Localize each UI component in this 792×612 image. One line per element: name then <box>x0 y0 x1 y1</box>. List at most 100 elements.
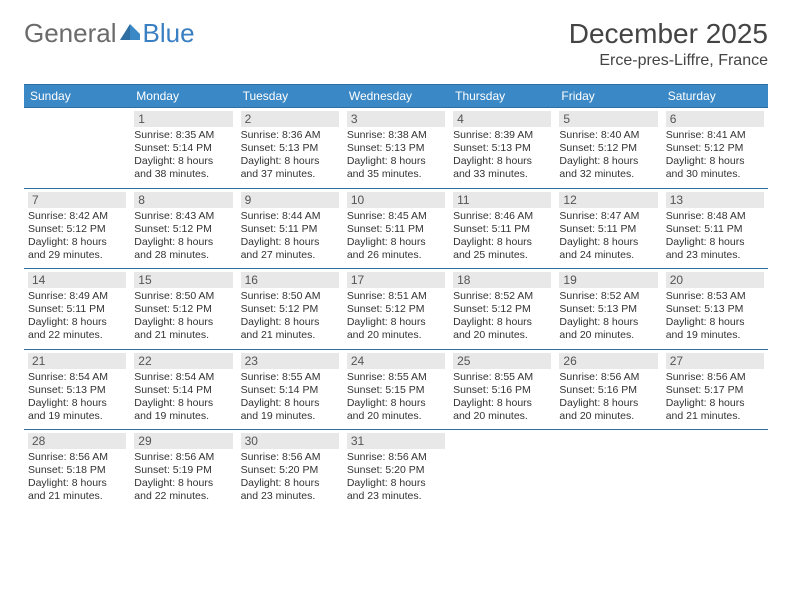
daylight-line: Daylight: 8 hours and 21 minutes. <box>28 477 126 503</box>
sunrise-line: Sunrise: 8:40 AM <box>559 129 657 142</box>
calendar-day-cell: 8 Sunrise: 8:43 AMSunset: 5:12 PMDaylight… <box>130 188 236 269</box>
sunset-line: Sunset: 5:16 PM <box>559 384 657 397</box>
brand-logo: General Blue <box>24 18 195 49</box>
calendar-day-cell: 12Sunrise: 8:47 AMSunset: 5:11 PMDayligh… <box>555 188 661 269</box>
calendar-day-cell: 20Sunrise: 8:53 AMSunset: 5:13 PMDayligh… <box>662 269 768 350</box>
day-number: 16 <box>241 272 339 288</box>
sunrise-line: Sunrise: 8:46 AM <box>453 210 551 223</box>
calendar-day-cell: 13Sunrise: 8:48 AMSunset: 5:11 PMDayligh… <box>662 188 768 269</box>
day-number: 8 <box>134 192 232 208</box>
sunset-line: Sunset: 5:11 PM <box>28 303 126 316</box>
sunset-line: Sunset: 5:13 PM <box>28 384 126 397</box>
sunrise-line: Sunrise: 8:47 AM <box>559 210 657 223</box>
day-info: Sunrise: 8:43 AMSunset: 5:12 PMDaylight:… <box>134 210 232 263</box>
calendar-empty-cell <box>555 430 661 510</box>
weekday-header: Thursday <box>449 85 555 108</box>
day-info: Sunrise: 8:56 AMSunset: 5:19 PMDaylight:… <box>134 451 232 504</box>
weekday-header: Sunday <box>24 85 130 108</box>
day-info: Sunrise: 8:48 AMSunset: 5:11 PMDaylight:… <box>666 210 764 263</box>
day-info: Sunrise: 8:49 AMSunset: 5:11 PMDaylight:… <box>28 290 126 343</box>
sunrise-line: Sunrise: 8:56 AM <box>666 371 764 384</box>
day-info: Sunrise: 8:47 AMSunset: 5:11 PMDaylight:… <box>559 210 657 263</box>
calendar-body: 1Sunrise: 8:35 AMSunset: 5:14 PMDaylight… <box>24 108 768 510</box>
sunrise-line: Sunrise: 8:38 AM <box>347 129 445 142</box>
calendar-day-cell: 28 Sunrise: 8:56 AMSunset: 5:18 PMDayligh… <box>24 430 130 510</box>
brand-word-blue: Blue <box>143 18 195 49</box>
calendar-week-row: 28Sunrise: 8:56 AMSunset: 5:18 PMDayligh… <box>24 430 768 510</box>
calendar-day-cell: 29Sunrise: 8:56 AMSunset: 5:19 PMDayligh… <box>130 430 236 510</box>
day-number: 24 <box>347 353 445 369</box>
header: General Blue December 2025 Erce-pres-Lif… <box>24 18 768 70</box>
calendar-day-cell: 21Sunrise: 8:54 AMSunset: 5:13 PMDayligh… <box>24 349 130 430</box>
sunset-line: Sunset: 5:12 PM <box>666 142 764 155</box>
sunrise-line: Sunrise: 8:44 AM <box>241 210 339 223</box>
weekday-header: Monday <box>130 85 236 108</box>
day-info: Sunrise: 8:56 AMSunset: 5:18 PMDaylight:… <box>28 451 126 504</box>
sunrise-line: Sunrise: 8:50 AM <box>134 290 232 303</box>
day-info: Sunrise: 8:56 AMSunset: 5:17 PMDaylight:… <box>666 371 764 424</box>
daylight-line: Daylight: 8 hours and 20 minutes. <box>347 397 445 423</box>
day-number: 2 <box>241 111 339 127</box>
calendar-day-cell: 1Sunrise: 8:35 AMSunset: 5:14 PMDaylight… <box>130 108 236 189</box>
sunset-line: Sunset: 5:16 PM <box>453 384 551 397</box>
day-info: Sunrise: 8:56 AMSunset: 5:16 PMDaylight:… <box>559 371 657 424</box>
calendar-day-cell: 9Sunrise: 8:44 AMSunset: 5:11 PMDaylight… <box>237 188 343 269</box>
day-number: 28 <box>28 433 126 449</box>
day-info: Sunrise: 8:46 AMSunset: 5:11 PMDaylight:… <box>453 210 551 263</box>
day-number: 18 <box>453 272 551 288</box>
calendar-week-row: 21Sunrise: 8:54 AMSunset: 5:13 PMDayligh… <box>24 349 768 430</box>
sunset-line: Sunset: 5:13 PM <box>666 303 764 316</box>
calendar-day-cell: 14Sunrise: 8:49 AMSunset: 5:11 PMDayligh… <box>24 269 130 350</box>
daylight-line: Daylight: 8 hours and 37 minutes. <box>241 155 339 181</box>
day-info: Sunrise: 8:50 AMSunset: 5:12 PMDaylight:… <box>241 290 339 343</box>
daylight-line: Daylight: 8 hours and 19 minutes. <box>241 397 339 423</box>
sunset-line: Sunset: 5:17 PM <box>666 384 764 397</box>
weekday-header: Wednesday <box>343 85 449 108</box>
sunset-line: Sunset: 5:12 PM <box>347 303 445 316</box>
sunrise-line: Sunrise: 8:56 AM <box>134 451 232 464</box>
day-number: 6 <box>666 111 764 127</box>
day-number: 10 <box>347 192 445 208</box>
daylight-line: Daylight: 8 hours and 32 minutes. <box>559 155 657 181</box>
sunrise-line: Sunrise: 8:50 AM <box>241 290 339 303</box>
day-number: 26 <box>559 353 657 369</box>
day-info: Sunrise: 8:54 AMSunset: 5:13 PMDaylight:… <box>28 371 126 424</box>
calendar-day-cell: 5Sunrise: 8:40 AMSunset: 5:12 PMDaylight… <box>555 108 661 189</box>
sunrise-line: Sunrise: 8:51 AM <box>347 290 445 303</box>
month-title: December 2025 <box>569 18 768 50</box>
sunset-line: Sunset: 5:12 PM <box>453 303 551 316</box>
day-number: 1 <box>134 111 232 127</box>
calendar-day-cell: 22Sunrise: 8:54 AMSunset: 5:14 PMDayligh… <box>130 349 236 430</box>
day-number: 19 <box>559 272 657 288</box>
calendar-day-cell: 3Sunrise: 8:38 AMSunset: 5:13 PMDaylight… <box>343 108 449 189</box>
sunset-line: Sunset: 5:14 PM <box>134 384 232 397</box>
sunset-line: Sunset: 5:13 PM <box>347 142 445 155</box>
daylight-line: Daylight: 8 hours and 20 minutes. <box>453 316 551 342</box>
daylight-line: Daylight: 8 hours and 21 minutes. <box>134 316 232 342</box>
calendar-day-cell: 7Sunrise: 8:42 AMSunset: 5:12 PMDaylight… <box>24 188 130 269</box>
daylight-line: Daylight: 8 hours and 20 minutes. <box>453 397 551 423</box>
day-number: 31 <box>347 433 445 449</box>
calendar-week-row: 1Sunrise: 8:35 AMSunset: 5:14 PMDaylight… <box>24 108 768 189</box>
day-info: Sunrise: 8:56 AMSunset: 5:20 PMDaylight:… <box>241 451 339 504</box>
sunrise-line: Sunrise: 8:45 AM <box>347 210 445 223</box>
sunset-line: Sunset: 5:12 PM <box>134 223 232 236</box>
sunrise-line: Sunrise: 8:36 AM <box>241 129 339 142</box>
day-info: Sunrise: 8:54 AMSunset: 5:14 PMDaylight:… <box>134 371 232 424</box>
sunset-line: Sunset: 5:13 PM <box>241 142 339 155</box>
day-info: Sunrise: 8:42 AMSunset: 5:12 PMDaylight:… <box>28 210 126 263</box>
calendar-day-cell: 15Sunrise: 8:50 AMSunset: 5:12 PMDayligh… <box>130 269 236 350</box>
sunrise-line: Sunrise: 8:42 AM <box>28 210 126 223</box>
daylight-line: Daylight: 8 hours and 29 minutes. <box>28 236 126 262</box>
daylight-line: Daylight: 8 hours and 27 minutes. <box>241 236 339 262</box>
day-info: Sunrise: 8:51 AMSunset: 5:12 PMDaylight:… <box>347 290 445 343</box>
day-number: 23 <box>241 353 339 369</box>
sunset-line: Sunset: 5:15 PM <box>347 384 445 397</box>
daylight-line: Daylight: 8 hours and 19 minutes. <box>134 397 232 423</box>
calendar-day-cell: 11Sunrise: 8:46 AMSunset: 5:11 PMDayligh… <box>449 188 555 269</box>
sunset-line: Sunset: 5:14 PM <box>241 384 339 397</box>
calendar-day-cell: 19Sunrise: 8:52 AMSunset: 5:13 PMDayligh… <box>555 269 661 350</box>
daylight-line: Daylight: 8 hours and 23 minutes. <box>666 236 764 262</box>
sunset-line: Sunset: 5:18 PM <box>28 464 126 477</box>
calendar-day-cell: 16 Sunrise: 8:50 AMSunset: 5:12 PMDayligh… <box>237 269 343 350</box>
